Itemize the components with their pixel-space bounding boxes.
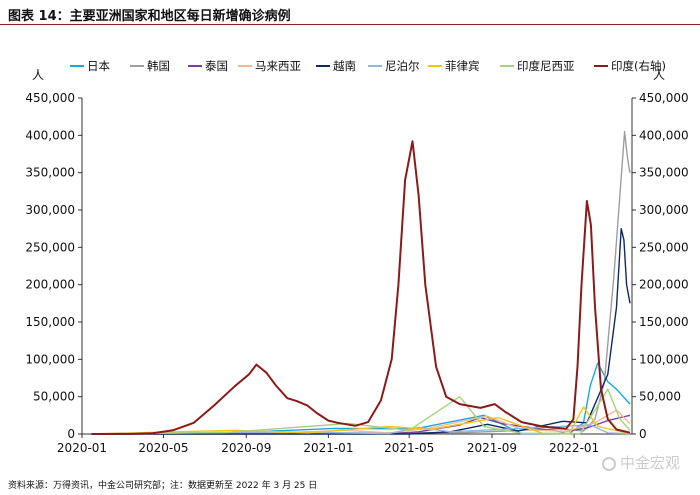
legend-item: 印度尼西亚 [500, 58, 575, 74]
legend-label: 越南 [333, 59, 356, 73]
chart-plot: 0 50,000 100,000 150,000 200,000 250,000 300,0… [25, 91, 689, 455]
series-line-泰国 [91, 414, 631, 435]
legend-label: 韩国 [147, 59, 170, 73]
series-line-印度(右轴) [91, 140, 631, 435]
x-tick-label: 2020-09 [221, 441, 271, 455]
series-line-菲律宾 [91, 406, 631, 435]
legend-swatch [130, 64, 144, 67]
y-right-tick-label: 300,000 [639, 203, 689, 217]
x-tick-label: 2021-05 [384, 441, 434, 455]
series-line-越南 [91, 228, 631, 435]
legend-swatch [70, 64, 84, 67]
legend-label: 印度(右轴) [611, 59, 666, 73]
x-tick-label: 2020-01 [57, 441, 107, 455]
y-left-tick-label: 50,000 [33, 390, 75, 404]
legend-item: 尼泊尔 [368, 58, 420, 74]
legend-label: 印度尼西亚 [517, 59, 575, 73]
y-left-tick-label: 300,000 [25, 203, 75, 217]
y-left-tick-label: 100,000 [25, 352, 75, 366]
legend-swatch [316, 64, 330, 67]
legend-item: 印度(右轴) [594, 58, 666, 74]
y-right-tick-label: 0 [639, 427, 647, 441]
y-right-tick-label: 200,000 [639, 278, 689, 292]
y-right-tick-label: 100,000 [639, 352, 689, 366]
x-tick-label: 2020-05 [138, 441, 188, 455]
legend-swatch [368, 64, 382, 67]
y-left-tick-label: 450,000 [25, 91, 75, 105]
y-right-tick-label: 50,000 [639, 390, 681, 404]
watermark-text: 中金宏观 [620, 454, 681, 472]
legend-item: 日本 [70, 58, 110, 74]
legend-label: 马来西亚 [255, 59, 301, 73]
y-left-tick-label: 0 [67, 427, 75, 441]
legend-label: 尼泊尔 [385, 59, 420, 73]
y-left-tick-label: 350,000 [25, 166, 75, 180]
y-left-tick-label: 200,000 [25, 278, 75, 292]
y-right-tick-label: 400,000 [639, 128, 689, 142]
chart-title: 图表 14：主要亚洲国家和地区每日新增确诊病例 [8, 9, 291, 24]
watermark-logo-icon [602, 456, 616, 471]
y-right-tick-label: 350,000 [639, 166, 689, 180]
left-axis-unit: 人 [32, 68, 45, 82]
y-left-tick-label: 250,000 [25, 240, 75, 254]
legend-swatch [428, 64, 442, 67]
y-left-tick-label: 150,000 [25, 315, 75, 329]
legend-swatch [500, 64, 514, 67]
series-line-印度尼西亚 [91, 388, 631, 435]
legend-label: 泰国 [205, 59, 228, 73]
legend-item: 泰国 [188, 58, 228, 74]
source-note: 资料来源：万得资讯，中金公司研究部；注：数据更新至 2022 年 3 月 25 … [8, 481, 318, 491]
y-right-tick-label: 250,000 [639, 240, 689, 254]
x-tick-label: 2021-09 [467, 441, 517, 455]
x-tick-label: 2022-01 [549, 441, 599, 455]
series-line-韩国 [91, 130, 631, 435]
x-tick-label: 2021-01 [303, 441, 353, 455]
watermark: 中金宏观 [602, 452, 680, 473]
legend-swatch [594, 64, 608, 67]
legend-label: 日本 [87, 59, 110, 73]
legend-item: 菲律宾 [428, 58, 480, 74]
legend-swatch [188, 64, 202, 67]
legend-label: 菲律宾 [445, 59, 480, 73]
legend-item: 马来西亚 [238, 58, 301, 74]
y-right-tick-label: 450,000 [639, 91, 689, 105]
legend-item: 越南 [316, 58, 356, 74]
legend-swatch [238, 64, 252, 67]
title-divider [0, 24, 700, 25]
y-left-tick-label: 400,000 [25, 128, 75, 142]
legend-item: 韩国 [130, 58, 170, 74]
y-right-tick-label: 150,000 [639, 315, 689, 329]
right-axis-unit: 人 [653, 68, 666, 82]
